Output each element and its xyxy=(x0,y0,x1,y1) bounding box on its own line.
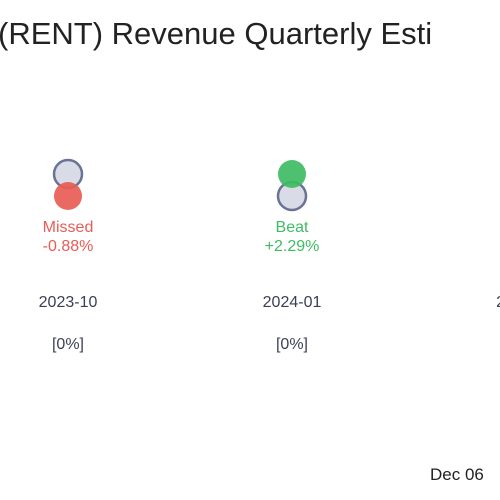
result-label: Beat xyxy=(276,219,309,236)
note-label: [0%] xyxy=(276,336,308,353)
chart-footer-date: Dec 06 xyxy=(430,465,484,484)
actual-point xyxy=(278,160,306,188)
period-tick-label: 20 xyxy=(496,294,500,311)
surprise-label: -0.88% xyxy=(43,238,94,255)
chart-marks: Missed -0.88% 2023-10 [0%] Beat +2.29% 2024-01… xyxy=(39,158,500,353)
period-tick-label: 2024-01 xyxy=(263,294,322,311)
note-label: [0%] xyxy=(52,336,84,353)
result-label: Missed xyxy=(43,219,94,236)
actual-point xyxy=(54,182,82,210)
period-tick-label: 2023-10 xyxy=(39,294,98,311)
surprise-label: +2.29% xyxy=(265,238,320,255)
chart-title: (RENT) Revenue Quarterly Esti xyxy=(0,16,432,51)
